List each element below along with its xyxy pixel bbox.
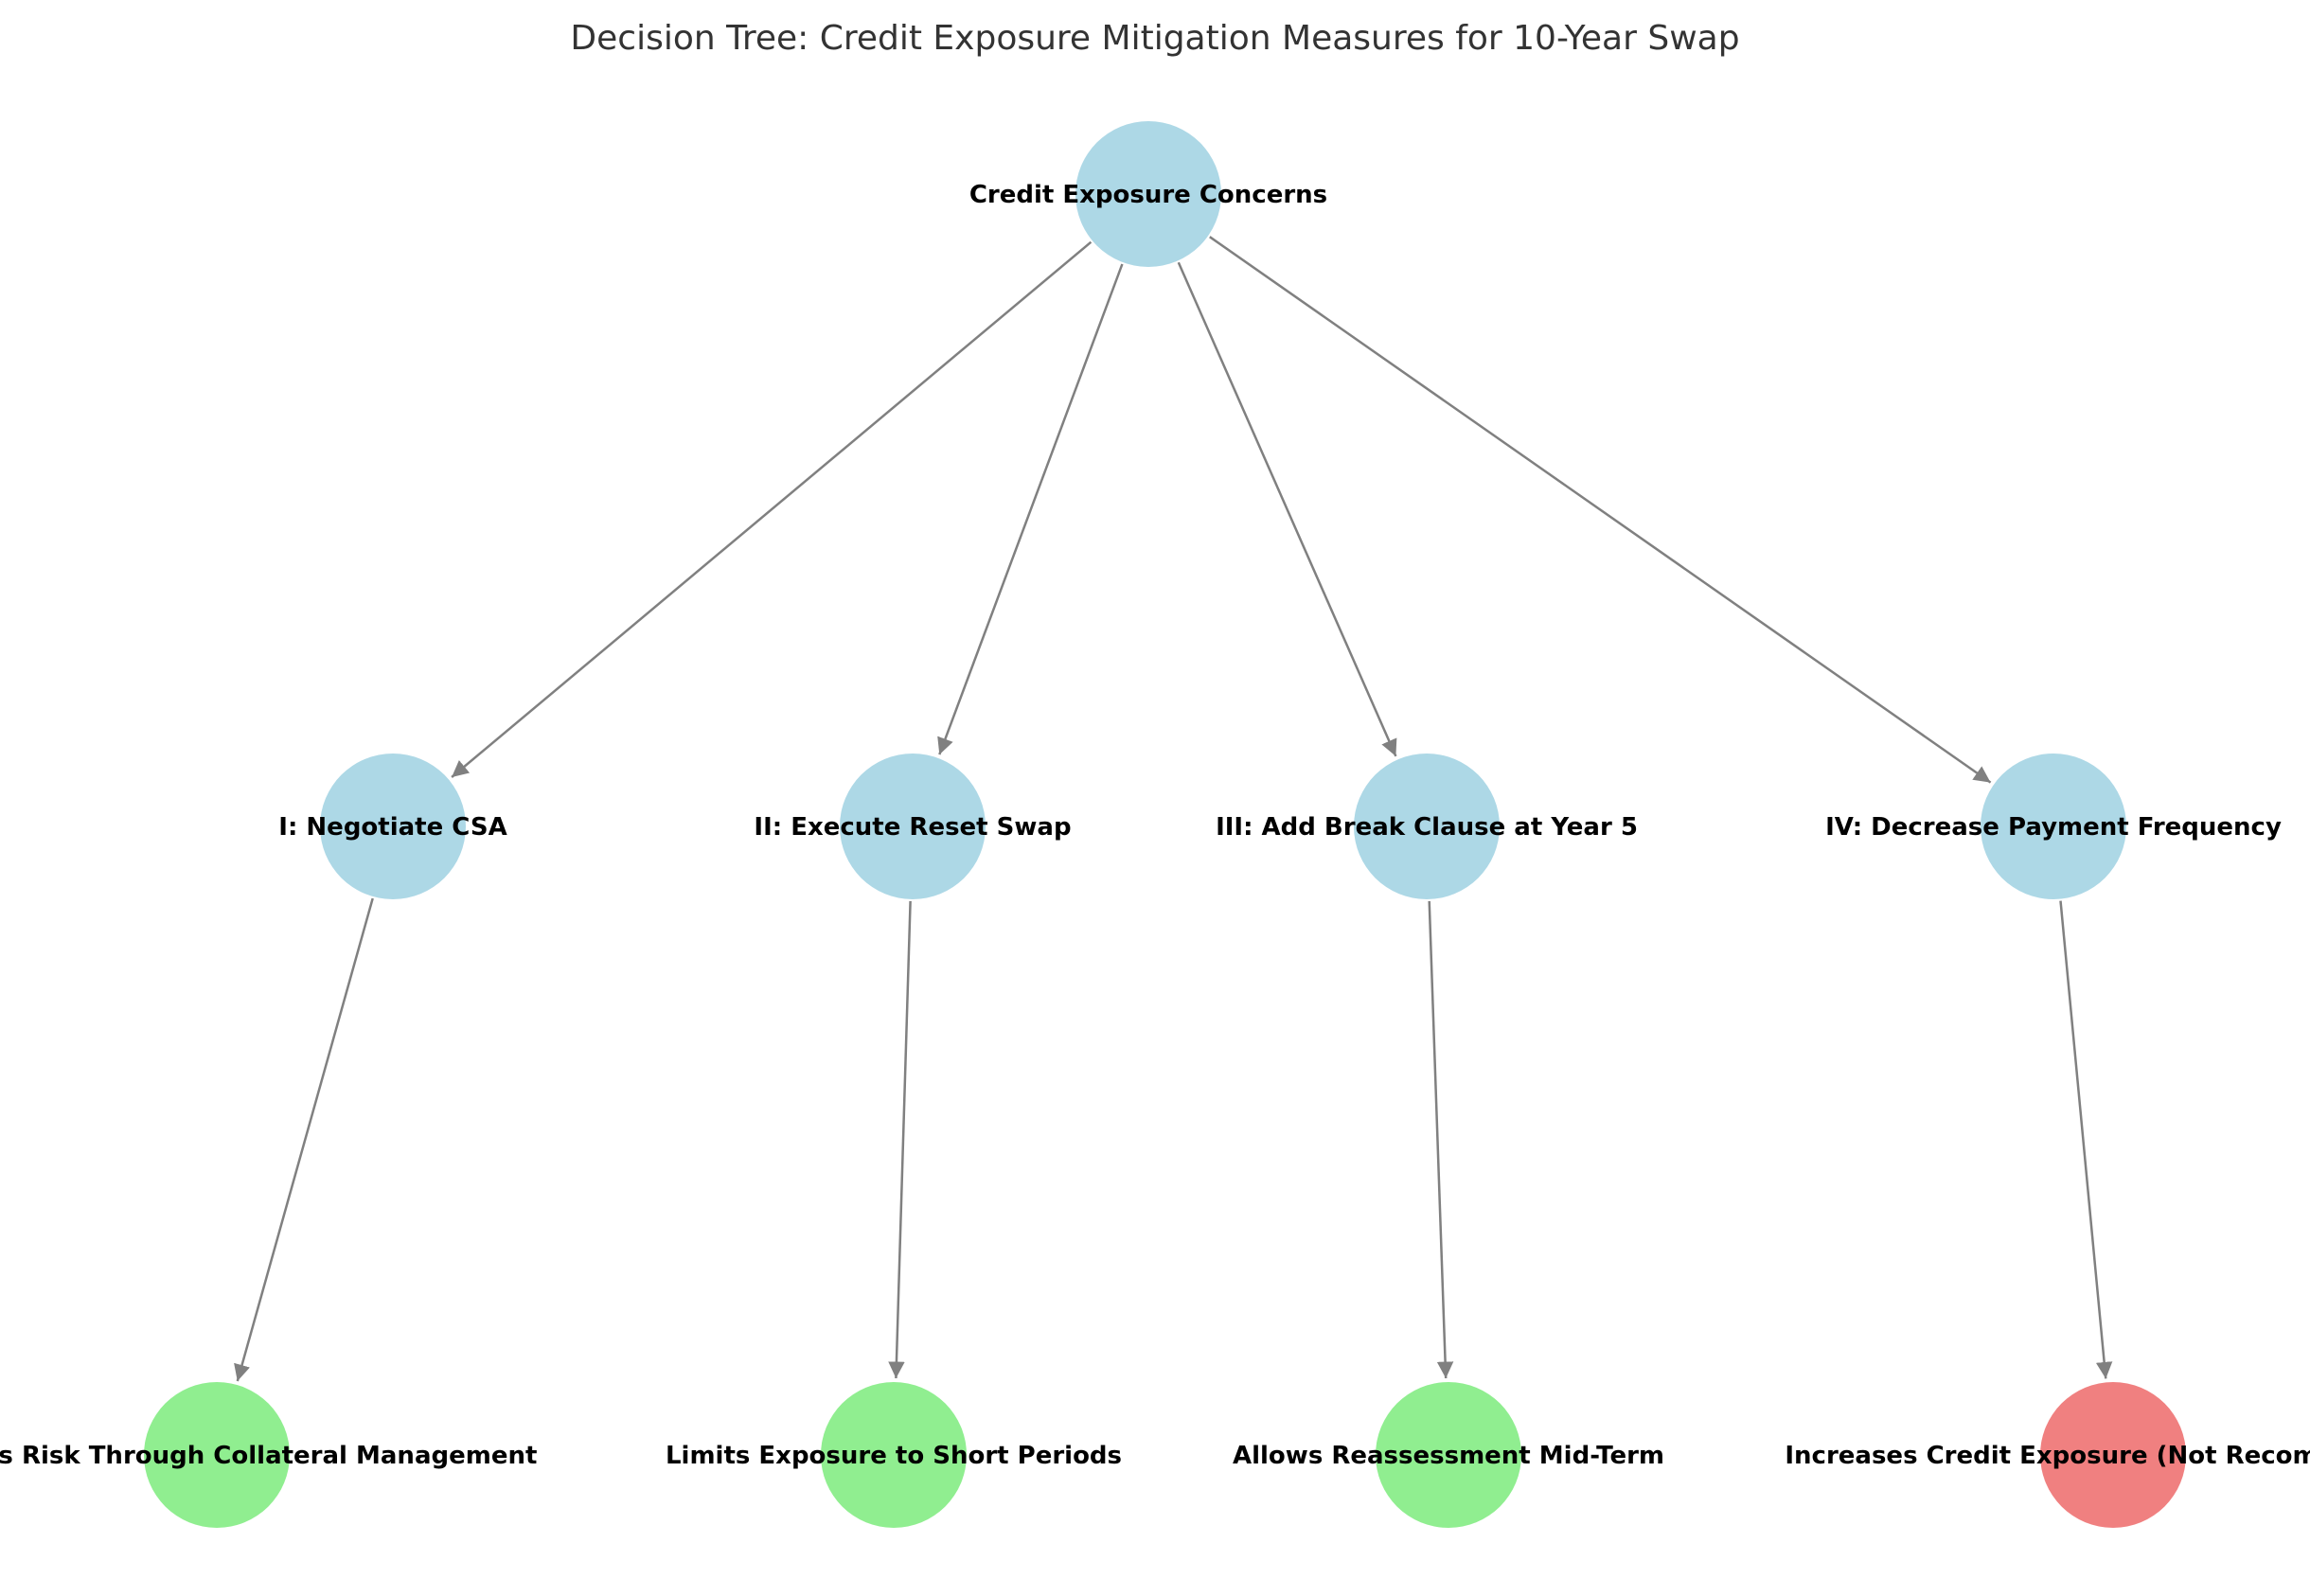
node-opt3-label: III: Add Break Clause at Year 5: [1216, 813, 1638, 842]
node-out2-label: Limits Exposure to Short Periods: [666, 1442, 1122, 1470]
node-opt1-circle: [320, 754, 466, 899]
edge-root-opt3: [1177, 261, 1397, 757]
node-out4-label: Increases Credit Exposure (Not Recommend…: [1785, 1442, 2310, 1470]
node-opt3-circle: [1354, 754, 1500, 899]
nodes-layer: [144, 121, 2186, 1528]
edge-opt4-out4: [2059, 900, 2113, 1379]
node-opt4-circle: [1981, 754, 2126, 899]
edge-opt3-out3: [1428, 900, 1454, 1379]
node-out4-circle: [2040, 1382, 2186, 1528]
node-root-circle: [1075, 121, 1221, 267]
node-root-label: Credit Exposure Concerns: [969, 181, 1327, 209]
node-opt1-label: I: Negotiate CSA: [278, 813, 506, 842]
edges-layer: [234, 236, 2113, 1382]
labels-layer: Credit Exposure Concerns I: Negotiate CSA…: [0, 181, 2310, 1470]
node-out1-circle: [144, 1382, 290, 1528]
diagram-title: Decision Tree: Credit Exposure Mitigatio…: [570, 19, 1739, 58]
edge-root-opt2: [937, 263, 1124, 755]
node-out1-label: Reduces Risk Through Collateral Manageme…: [0, 1442, 537, 1470]
node-out3-label: Allows Reassessment Mid-Term: [1233, 1442, 1664, 1470]
edge-root-opt1: [451, 240, 1093, 778]
edge-opt1-out1: [234, 897, 374, 1382]
node-opt2-label: II: Execute Reset Swap: [754, 813, 1071, 842]
node-opt4-label: IV: Decrease Payment Frequency: [1825, 813, 2282, 842]
edge-opt2-out2: [888, 900, 912, 1379]
node-out3-circle: [1376, 1382, 1521, 1528]
edge-root-opt4: [1209, 236, 1992, 784]
node-opt2-circle: [840, 754, 986, 899]
node-out2-circle: [821, 1382, 967, 1528]
